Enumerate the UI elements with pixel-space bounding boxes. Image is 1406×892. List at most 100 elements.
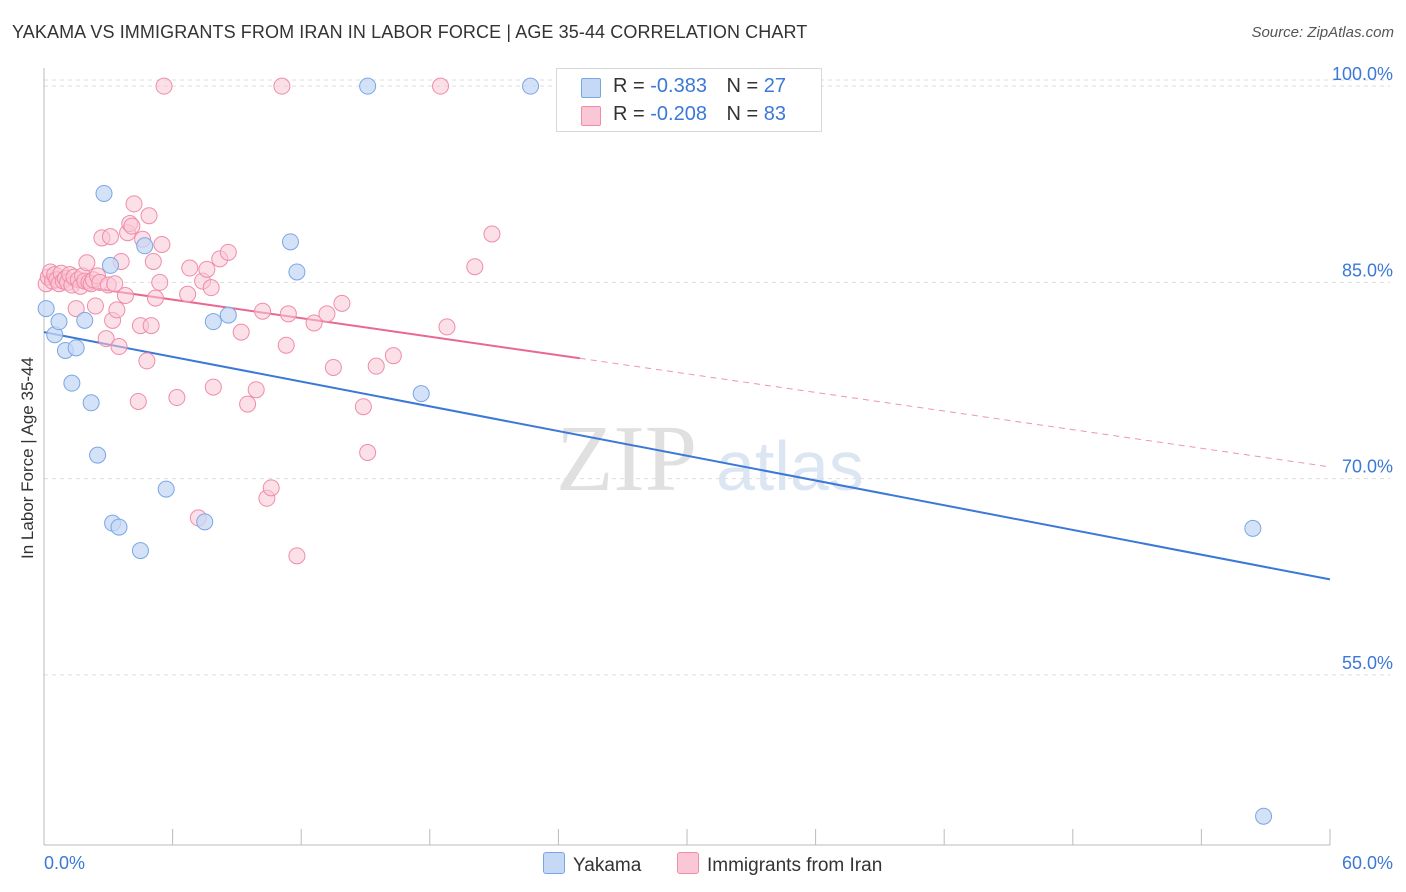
legend-row-iran: R = -0.208 N = 83 bbox=[581, 103, 787, 126]
data-point-iran bbox=[67, 300, 85, 318]
data-point-yakama bbox=[219, 306, 237, 324]
data-point-iran bbox=[108, 301, 126, 319]
data-point-iran bbox=[354, 398, 372, 416]
data-point-iran bbox=[155, 77, 173, 95]
bottom-legend-swatch-yakama bbox=[543, 852, 565, 874]
bottom-legend-swatch-iran bbox=[677, 852, 699, 874]
data-point-iran bbox=[144, 252, 162, 270]
data-point-iran bbox=[86, 297, 104, 315]
data-point-yakama bbox=[67, 339, 85, 357]
data-point-iran bbox=[262, 479, 280, 497]
source-credit: Source: ZipAtlas.com bbox=[1251, 24, 1394, 41]
data-point-iran bbox=[129, 392, 147, 410]
legend-swatch-yakama bbox=[581, 78, 601, 98]
data-point-yakama bbox=[522, 77, 540, 95]
data-point-yakama bbox=[63, 374, 81, 392]
data-point-yakama bbox=[95, 184, 113, 202]
x-tick-label: 60.0% bbox=[1342, 853, 1393, 873]
data-point-yakama bbox=[281, 233, 299, 251]
bottom-legend-iran: Immigrants from Iran bbox=[677, 852, 882, 877]
trend-line-yakama bbox=[43, 331, 1331, 581]
data-point-iran bbox=[179, 285, 197, 303]
data-point-iran bbox=[367, 357, 385, 375]
data-point-iran bbox=[219, 243, 237, 261]
data-point-yakama bbox=[1244, 519, 1262, 537]
data-point-iran bbox=[101, 228, 119, 246]
data-point-iran bbox=[78, 254, 96, 272]
y-tick-label: 70.0% bbox=[1342, 457, 1393, 477]
x-tick-label: 0.0% bbox=[44, 853, 85, 873]
data-point-iran bbox=[483, 225, 501, 243]
legend-r-value-iran: -0.208 bbox=[650, 103, 707, 125]
data-point-iran bbox=[125, 195, 143, 213]
y-tick-label: 85.0% bbox=[1342, 260, 1393, 280]
data-point-yakama bbox=[110, 518, 128, 536]
data-point-iran bbox=[97, 330, 115, 348]
data-point-iran bbox=[142, 317, 160, 335]
watermark-zip: ZIP bbox=[556, 407, 697, 511]
data-point-iran bbox=[318, 305, 336, 323]
data-point-iran bbox=[123, 217, 141, 235]
data-point-iran bbox=[273, 77, 291, 95]
data-point-yakama bbox=[131, 542, 149, 560]
data-point-iran bbox=[116, 287, 134, 304]
data-point-iran bbox=[168, 389, 186, 407]
data-point-yakama bbox=[82, 394, 100, 412]
data-point-iran bbox=[333, 294, 351, 312]
data-point-iran bbox=[140, 207, 158, 225]
data-point-iran bbox=[202, 279, 220, 297]
data-point-iran bbox=[359, 444, 377, 461]
chart-title: YAKAMA VS IMMIGRANTS FROM IRAN IN LABOR … bbox=[12, 22, 808, 42]
data-point-iran bbox=[198, 260, 216, 278]
data-point-iran bbox=[138, 352, 156, 370]
data-point-yakama bbox=[37, 300, 55, 318]
data-point-yakama bbox=[288, 263, 306, 281]
data-point-yakama bbox=[196, 513, 214, 531]
data-point-yakama bbox=[157, 480, 175, 498]
data-point-iran bbox=[288, 547, 306, 565]
data-point-iran bbox=[151, 273, 169, 291]
bottom-legend-yakama: Yakama bbox=[543, 852, 641, 877]
data-point-iran bbox=[305, 314, 323, 332]
data-point-iran bbox=[324, 358, 342, 376]
data-point-iran bbox=[247, 381, 265, 399]
data-point-yakama bbox=[101, 256, 119, 274]
legend-n-value-yakama: 27 bbox=[763, 75, 787, 97]
data-point-yakama bbox=[1255, 807, 1273, 825]
data-point-iran bbox=[110, 338, 128, 356]
correlation-legend: R = -0.383 N = 27 R = -0.208 N = 83 bbox=[556, 68, 822, 132]
data-point-iran bbox=[384, 347, 402, 365]
data-point-iran bbox=[106, 275, 124, 293]
data-point-iran bbox=[279, 305, 297, 323]
data-point-yakama bbox=[204, 313, 222, 331]
data-point-yakama bbox=[50, 313, 68, 331]
data-point-iran bbox=[432, 77, 450, 95]
data-point-iran bbox=[204, 378, 222, 396]
data-point-iran bbox=[239, 395, 257, 413]
data-point-iran bbox=[232, 323, 250, 341]
legend-r-label: R = bbox=[613, 75, 645, 97]
bottom-legend-label-iran: Immigrants from Iran bbox=[707, 855, 883, 876]
data-point-iran bbox=[438, 318, 456, 336]
data-point-iran bbox=[146, 289, 164, 307]
legend-r-value-yakama: -0.383 bbox=[650, 75, 707, 97]
data-point-iran bbox=[254, 302, 272, 320]
legend-swatch-iran bbox=[581, 106, 601, 126]
data-point-yakama bbox=[76, 311, 94, 329]
legend-n-label: N = bbox=[726, 75, 759, 97]
y-tick-label: 100.0% bbox=[1332, 64, 1393, 84]
data-point-yakama bbox=[359, 77, 377, 95]
legend-r-label: R = bbox=[613, 103, 645, 125]
data-point-iran bbox=[277, 336, 295, 354]
bottom-legend-label-yakama: Yakama bbox=[573, 855, 642, 876]
data-point-yakama bbox=[412, 385, 430, 403]
legend-n-value-iran: 83 bbox=[763, 103, 787, 125]
legend-row-yakama: R = -0.383 N = 27 bbox=[581, 75, 787, 98]
data-point-yakama bbox=[89, 446, 107, 464]
data-point-yakama bbox=[136, 237, 154, 255]
data-point-iran bbox=[153, 235, 171, 253]
data-point-iran bbox=[466, 258, 484, 276]
y-tick-label: 55.0% bbox=[1342, 653, 1393, 673]
trend-line-iran-extrapolated bbox=[579, 357, 1331, 468]
